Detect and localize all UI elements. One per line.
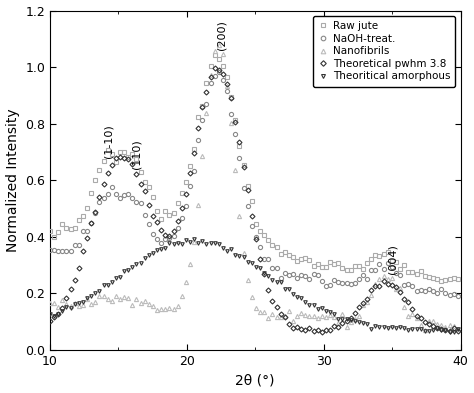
X-axis label: 2θ (°): 2θ (°) <box>236 373 275 387</box>
Theoritical amorphous <box>126 268 131 273</box>
NaOH-treat. <box>142 213 147 217</box>
Theoretical pwhm 3.8 <box>455 328 461 333</box>
Text: (110): (110) <box>131 139 141 169</box>
Raw jute <box>443 278 448 283</box>
Raw jute <box>126 155 131 160</box>
Nanofibrils <box>422 328 428 332</box>
Raw jute <box>212 53 218 58</box>
Raw jute <box>47 229 53 233</box>
Line: Nanofibrils: Nanofibrils <box>48 42 460 332</box>
Raw jute <box>142 179 147 184</box>
NaOH-treat. <box>455 294 461 298</box>
Theoritical amorphous <box>191 237 197 242</box>
NaOH-treat. <box>426 286 432 291</box>
Theoretical pwhm 3.8 <box>294 324 300 329</box>
Theoritical amorphous <box>47 312 53 317</box>
Line: Theoretical pwhm 3.8: Theoretical pwhm 3.8 <box>48 67 459 333</box>
NaOH-treat. <box>47 247 53 252</box>
Raw jute <box>455 276 461 281</box>
Nanofibrils <box>430 319 436 323</box>
Theoritical amorphous <box>426 328 432 333</box>
Theoretical pwhm 3.8 <box>430 324 436 329</box>
Theoritical amorphous <box>451 330 456 334</box>
Legend: Raw jute, NaOH-treat., Nanofibrils, Theoretical pwhm 3.8, Theoritical amorphous: Raw jute, NaOH-treat., Nanofibrils, Theo… <box>313 16 456 86</box>
Theoritical amorphous <box>455 327 461 331</box>
Raw jute <box>438 278 444 283</box>
Nanofibrils <box>455 327 461 331</box>
Y-axis label: Normalized Intensity: Normalized Intensity <box>6 108 19 252</box>
Theoretical pwhm 3.8 <box>443 327 448 332</box>
Nanofibrils <box>47 300 53 305</box>
Theoretical pwhm 3.8 <box>319 329 325 334</box>
NaOH-treat. <box>261 256 267 261</box>
Nanofibrils <box>142 299 147 303</box>
Text: (1-10): (1-10) <box>104 124 114 158</box>
Theoretical pwhm 3.8 <box>212 66 218 71</box>
Nanofibrils <box>443 325 448 329</box>
Theoretical pwhm 3.8 <box>126 156 131 161</box>
Text: (200): (200) <box>216 20 226 50</box>
Text: (004): (004) <box>387 244 397 274</box>
Line: Theoritical amorphous: Theoritical amorphous <box>48 237 459 334</box>
Theoretical pwhm 3.8 <box>142 189 147 193</box>
Theoritical amorphous <box>142 255 147 260</box>
Theoretical pwhm 3.8 <box>261 272 267 276</box>
Line: NaOH-treat.: NaOH-treat. <box>48 70 460 298</box>
NaOH-treat. <box>216 70 222 75</box>
Nanofibrils <box>216 42 222 47</box>
Raw jute <box>294 258 300 263</box>
NaOH-treat. <box>438 286 444 291</box>
Theoretical pwhm 3.8 <box>47 319 53 323</box>
Theoritical amorphous <box>261 271 267 275</box>
Line: Raw jute: Raw jute <box>48 53 460 283</box>
Theoritical amorphous <box>294 295 300 300</box>
Nanofibrils <box>126 296 131 301</box>
Theoritical amorphous <box>438 328 444 332</box>
Nanofibrils <box>294 313 300 318</box>
Nanofibrils <box>261 310 267 315</box>
NaOH-treat. <box>294 275 300 280</box>
NaOH-treat. <box>126 192 131 196</box>
Raw jute <box>426 275 432 279</box>
Raw jute <box>261 233 267 237</box>
